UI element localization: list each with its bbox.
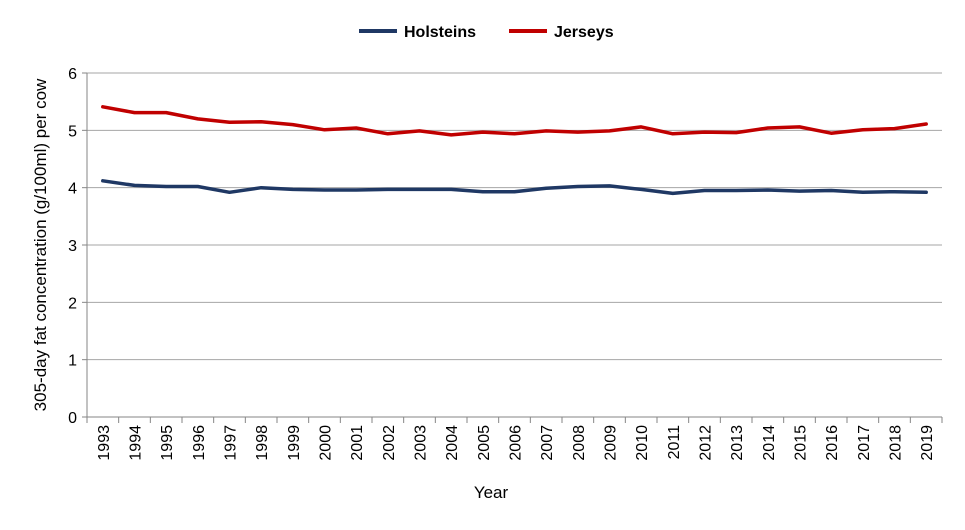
x-tick-label: 2005: [476, 425, 493, 461]
x-tick-label: 2003: [413, 425, 430, 461]
y-tick-label: 2: [68, 295, 77, 312]
x-tick-label: 2019: [919, 425, 936, 461]
gridlines: [87, 72, 942, 361]
y-tick-label: 3: [68, 238, 77, 255]
x-tick-label: 2016: [824, 425, 841, 461]
x-tick-label: 2014: [761, 425, 778, 461]
x-tick-label: 2006: [508, 425, 525, 461]
x-tick-label: 1997: [223, 425, 240, 461]
x-tick-label: 1994: [128, 425, 145, 461]
x-tick-label: 2011: [666, 425, 683, 460]
x-tick-label: 2012: [698, 425, 715, 461]
x-tick-label: 2004: [444, 425, 461, 461]
x-tick-label: 2013: [729, 425, 746, 461]
y-tick-labels: 0 1 2 3 4 5 6: [68, 66, 77, 427]
y-tick-label: 4: [68, 181, 77, 198]
x-tick-label: 2007: [539, 425, 556, 461]
x-tick-label: 2001: [349, 425, 366, 461]
legend: Holsteins Jerseys: [359, 24, 614, 41]
x-tick-label: 2000: [318, 425, 335, 461]
x-tick-label: 2018: [888, 425, 905, 461]
x-tick-labels: 1993 1994 1995 1996 1997 1998 1999 2000 2001 2002…: [96, 425, 936, 461]
x-tick-label: 2010: [634, 425, 651, 461]
y-tick-label: 6: [68, 66, 77, 83]
x-tick-label: 2002: [381, 425, 398, 461]
x-tick-label: 1996: [191, 425, 208, 461]
y-tick-label: 5: [68, 123, 77, 140]
series-line-holsteins: [101, 179, 928, 196]
x-tick-label: 1999: [286, 425, 303, 461]
x-tick-label: 2008: [571, 425, 588, 461]
x-tick-label: 1993: [96, 425, 113, 461]
x-axis-title: Year: [474, 483, 509, 502]
series-line-jerseys: [101, 105, 928, 137]
x-tick-label: 1995: [159, 425, 176, 461]
x-tick-label: 1998: [254, 425, 271, 461]
x-tick-label: 2015: [793, 425, 810, 461]
y-tick-label: 1: [68, 353, 77, 370]
x-tick-label: 2009: [603, 425, 620, 461]
series-lines: [101, 105, 928, 196]
legend-label-holsteins: Holsteins: [404, 24, 476, 41]
axes: [82, 72, 943, 423]
x-tick-label: 2017: [856, 425, 873, 461]
y-axis-title: 305-day fat concentration (g/100ml) per …: [31, 78, 50, 411]
y-tick-label: 0: [68, 410, 77, 427]
legend-label-jerseys: Jerseys: [554, 24, 614, 41]
